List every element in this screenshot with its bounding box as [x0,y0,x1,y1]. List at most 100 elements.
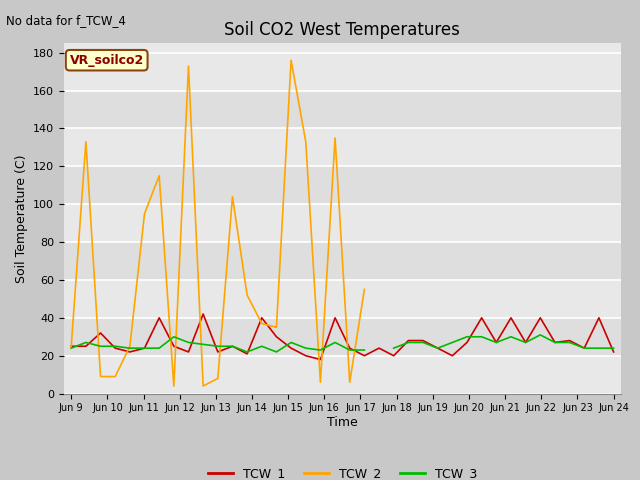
TCW_2 [214,375,221,381]
TCW_2 [228,194,236,200]
TCW_3 [610,345,618,351]
TCW_2 [360,287,368,292]
TCW_3 [551,339,559,345]
TCW_2 [185,63,193,69]
TCW_2 [82,139,90,144]
TCW_1 [404,338,412,344]
TCW_2 [273,324,280,330]
Text: No data for f_TCW_4: No data for f_TCW_4 [6,14,126,27]
TCW_1 [507,315,515,321]
TCW_3 [419,339,427,345]
Title: Soil CO2 West Temperatures: Soil CO2 West Temperatures [225,21,460,39]
TCW_3 [507,334,515,340]
TCW_1 [478,315,486,321]
TCW_1 [170,343,178,349]
TCW_3 [404,339,412,345]
TCW_3 [390,345,397,351]
TCW_1 [595,315,603,321]
TCW_2 [258,321,266,326]
TCW_2 [317,379,324,385]
TCW_1 [258,315,266,321]
TCW_1 [375,345,383,351]
Bar [64,318,621,356]
Bar [64,91,621,129]
TCW_1 [111,345,119,351]
TCW_2 [199,383,207,389]
TCW_3 [199,341,207,347]
TCW_2 [302,139,310,144]
TCW_1 [67,343,75,349]
TCW_3 [478,334,486,340]
TCW_3 [595,345,603,351]
TCW_3 [111,343,119,349]
TCW_3 [360,347,368,353]
TCW_1 [228,343,236,349]
TCW_3 [273,349,280,355]
TCW_1 [360,353,368,359]
Bar [64,242,621,280]
TCW_3 [566,339,573,345]
TCW_1 [434,345,442,351]
TCW_1 [214,349,221,355]
TCW_1 [566,338,573,344]
TCW_1 [287,345,295,351]
TCW_1 [492,339,500,345]
TCW_1 [522,339,529,345]
TCW_1 [302,353,310,359]
TCW_2 [346,379,353,385]
TCW_3 [185,339,193,345]
TCW_2 [332,135,339,141]
X-axis label: Time: Time [327,416,358,429]
TCW_1 [551,339,559,345]
TCW_3 [228,343,236,349]
TCW_1 [536,315,544,321]
TCW_1 [317,357,324,362]
TCW_1 [419,338,427,344]
TCW_2 [243,292,251,298]
TCW_1 [273,334,280,340]
TCW_3 [522,339,529,345]
TCW_2 [67,343,75,349]
TCW_3 [332,339,339,345]
TCW_1 [580,345,588,351]
TCW_3 [141,345,148,351]
TCW_1 [346,345,353,351]
TCW_3 [97,343,104,349]
Bar [64,166,621,204]
TCW_1 [463,339,471,345]
Line: TCW_3: TCW_3 [71,335,614,352]
Line: TCW_1: TCW_1 [71,314,614,360]
TCW_3 [67,345,75,351]
TCW_1 [243,351,251,357]
TCW_3 [302,345,310,351]
TCW_1 [97,330,104,336]
TCW_3 [463,334,471,340]
TCW_1 [156,315,163,321]
TCW_1 [390,353,397,359]
TCW_1 [610,349,618,355]
TCW_3 [243,349,251,355]
TCW_3 [492,339,500,345]
TCW_1 [82,343,90,349]
Y-axis label: Soil Temperature (C): Soil Temperature (C) [15,154,28,283]
TCW_2 [156,173,163,179]
TCW_1 [332,315,339,321]
TCW_3 [346,347,353,353]
TCW_3 [434,345,442,351]
TCW_3 [449,339,456,345]
TCW_2 [170,383,178,389]
TCW_3 [126,345,134,351]
Legend: TCW_1, TCW_2, TCW_3: TCW_1, TCW_2, TCW_3 [203,462,482,480]
TCW_3 [580,345,588,351]
TCW_1 [199,311,207,317]
TCW_1 [141,345,148,351]
TCW_2 [287,58,295,63]
TCW_2 [141,211,148,216]
TCW_2 [126,343,134,349]
TCW_2 [111,373,119,379]
TCW_2 [97,373,104,379]
TCW_3 [536,332,544,338]
TCW_3 [170,334,178,340]
Line: TCW_2: TCW_2 [71,60,364,386]
TCW_3 [214,343,221,349]
